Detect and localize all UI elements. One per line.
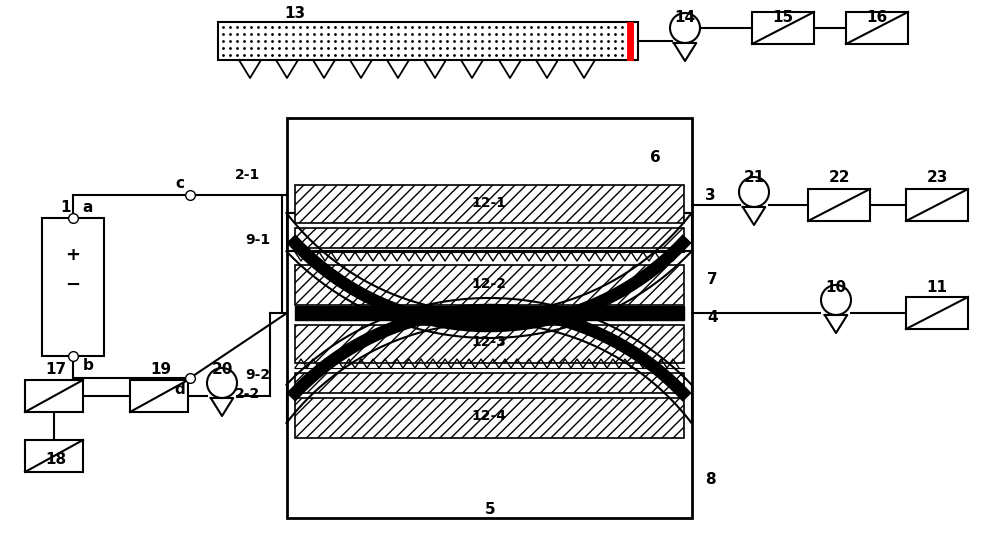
Text: 7: 7 bbox=[707, 273, 718, 288]
Text: 12-1: 12-1 bbox=[472, 196, 507, 210]
Bar bbox=[218, 22, 638, 60]
Text: +: + bbox=[66, 246, 80, 264]
Text: 18: 18 bbox=[45, 453, 67, 468]
Text: 19: 19 bbox=[150, 363, 172, 378]
Text: 20: 20 bbox=[211, 363, 233, 378]
Bar bbox=[25, 440, 83, 472]
Text: c: c bbox=[176, 176, 184, 190]
Bar bbox=[295, 373, 684, 393]
Text: 8: 8 bbox=[705, 473, 715, 487]
Text: 12-3: 12-3 bbox=[472, 335, 506, 349]
Bar bbox=[295, 265, 684, 305]
Text: 2-2: 2-2 bbox=[235, 387, 261, 401]
Bar bbox=[906, 189, 968, 221]
Text: 13: 13 bbox=[284, 6, 306, 20]
Bar bbox=[130, 380, 188, 412]
Text: −: − bbox=[65, 276, 81, 294]
Text: d: d bbox=[175, 383, 185, 397]
Text: 11: 11 bbox=[926, 279, 948, 295]
Bar bbox=[295, 325, 684, 363]
Text: 9-2: 9-2 bbox=[245, 368, 270, 382]
Bar bbox=[808, 189, 870, 221]
Text: 12-4: 12-4 bbox=[472, 409, 507, 423]
Bar bbox=[295, 228, 684, 248]
Bar bbox=[287, 118, 692, 518]
Text: 4: 4 bbox=[707, 310, 718, 326]
Text: 6: 6 bbox=[650, 151, 660, 166]
Text: 16: 16 bbox=[866, 9, 888, 24]
Text: 14: 14 bbox=[674, 9, 696, 24]
Text: 15: 15 bbox=[772, 9, 794, 24]
Text: 12-2: 12-2 bbox=[472, 277, 507, 291]
Text: 9-1: 9-1 bbox=[245, 233, 270, 247]
Bar bbox=[42, 218, 104, 356]
Text: 3: 3 bbox=[705, 188, 715, 203]
Text: 17: 17 bbox=[45, 363, 67, 378]
Polygon shape bbox=[295, 306, 684, 320]
Bar bbox=[295, 185, 684, 223]
Text: b: b bbox=[83, 358, 93, 374]
Text: 1: 1 bbox=[60, 200, 70, 215]
Bar bbox=[906, 297, 968, 329]
Text: a: a bbox=[83, 199, 93, 215]
Bar bbox=[295, 398, 684, 438]
Text: 23: 23 bbox=[926, 171, 948, 185]
Text: 10: 10 bbox=[825, 279, 847, 295]
Text: 2-1: 2-1 bbox=[235, 168, 261, 182]
Bar bbox=[25, 380, 83, 412]
Text: 5: 5 bbox=[485, 502, 495, 518]
Bar bbox=[846, 12, 908, 44]
Text: 22: 22 bbox=[828, 171, 850, 185]
Bar bbox=[752, 12, 814, 44]
Text: 21: 21 bbox=[743, 171, 765, 185]
